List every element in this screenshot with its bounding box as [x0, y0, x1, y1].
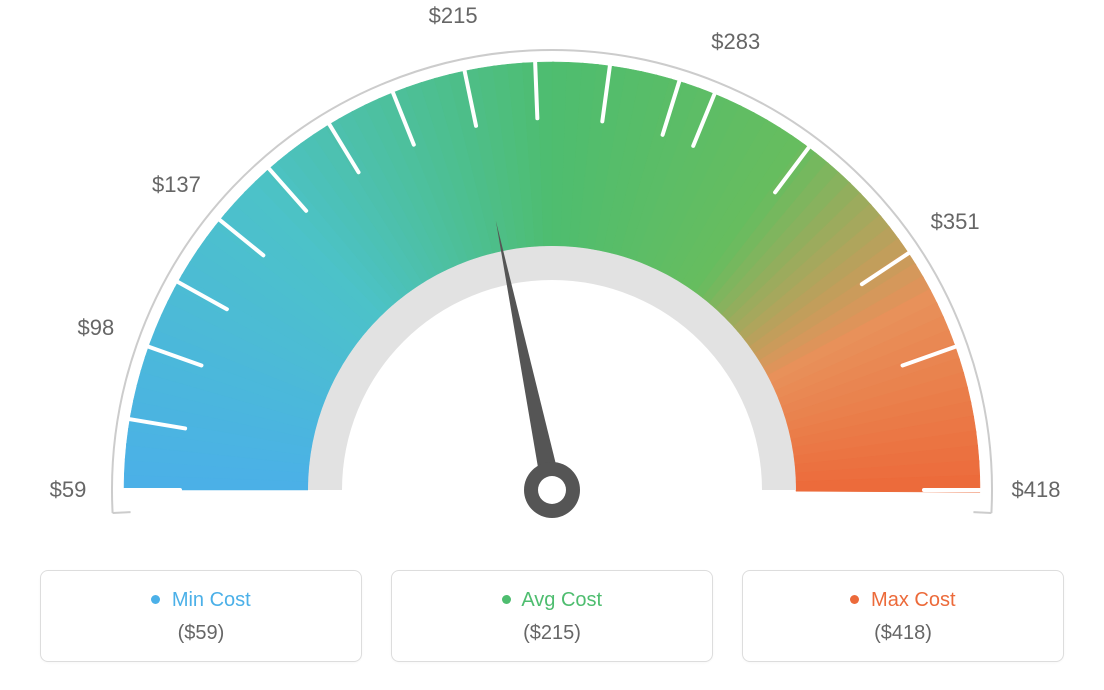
gauge-tick-label: $351	[931, 209, 980, 235]
legend-min-value: ($59)	[41, 622, 361, 645]
gauge-chart	[0, 0, 1104, 560]
legend-avg-label: Avg Cost	[521, 589, 602, 611]
gauge-tick-label: $215	[429, 3, 478, 29]
legend-max-label: Max Cost	[871, 589, 955, 611]
legend-avg-title: Avg Cost	[392, 589, 712, 612]
legend-min-label: Min Cost	[172, 589, 251, 611]
gauge-tick-label: $137	[152, 172, 201, 198]
legend-avg-value: ($215)	[392, 622, 712, 645]
legend-min-title: Min Cost	[41, 589, 361, 612]
cost-gauge-container: $59 $98 $137 $215 $283 $351 $418 Min Cost ($59…	[0, 0, 1104, 690]
gauge-tick-label: $283	[711, 29, 760, 55]
legend-card-avg: Avg Cost ($215)	[391, 570, 713, 662]
legend-min-dot	[151, 595, 160, 604]
gauge-tick-label: $59	[50, 477, 87, 503]
legend-row: Min Cost ($59) Avg Cost ($215) Max Cost …	[0, 570, 1104, 662]
gauge-tick-label: $98	[78, 315, 115, 341]
legend-max-dot	[850, 595, 859, 604]
legend-max-title: Max Cost	[743, 589, 1063, 612]
legend-card-min: Min Cost ($59)	[40, 570, 362, 662]
gauge-area: $59 $98 $137 $215 $283 $351 $418	[0, 0, 1104, 560]
legend-card-max: Max Cost ($418)	[742, 570, 1064, 662]
legend-avg-dot	[502, 595, 511, 604]
legend-max-value: ($418)	[743, 622, 1063, 645]
gauge-tick-label: $418	[1012, 477, 1061, 503]
